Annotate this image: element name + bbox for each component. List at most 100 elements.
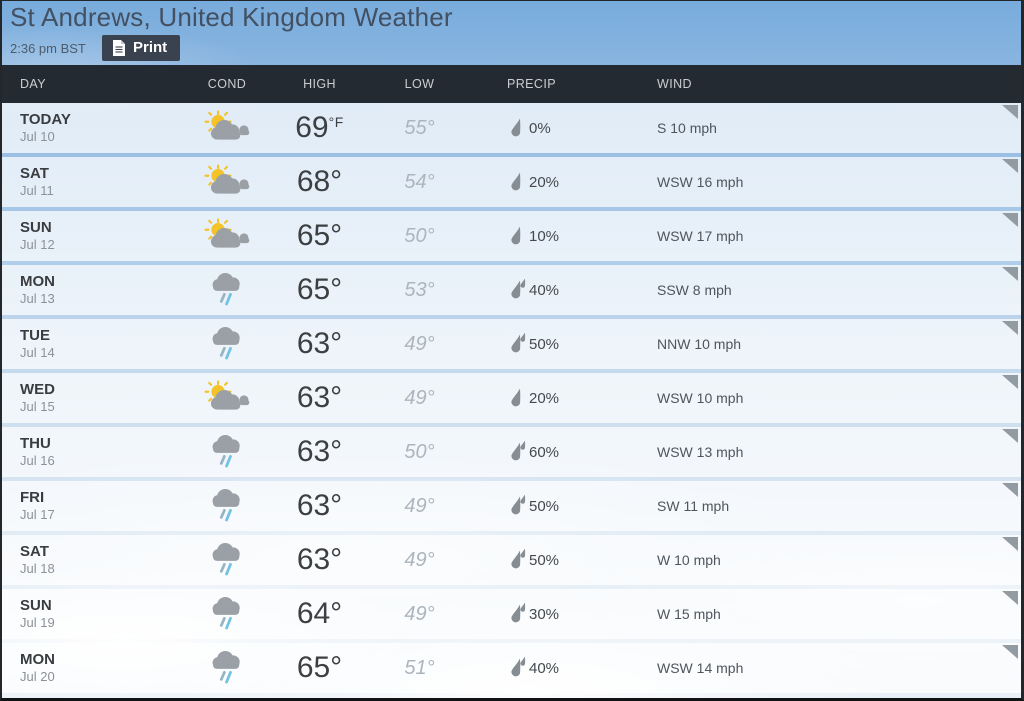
col-header-high: HIGH <box>303 77 336 91</box>
precip-value: 10% <box>529 227 560 245</box>
day-name: SAT <box>20 543 49 560</box>
rain-cloud-icon <box>206 484 248 528</box>
wind-value: WSW 14 mph <box>657 660 744 676</box>
expand-corner-triangle-icon[interactable] <box>1002 267 1018 281</box>
table-row[interactable]: TUE Jul 14 63° 49° 50% NNW 10 mph <box>2 319 1021 369</box>
high-temp: 63° <box>296 381 343 414</box>
day-date: Jul 10 <box>20 129 55 144</box>
table-row[interactable]: FRI Jul 17 63° 49° 50% SW 11 mph <box>2 481 1021 531</box>
raindrop-single-icon <box>507 171 526 193</box>
day-date: Jul 17 <box>20 507 55 522</box>
weather-icon <box>206 443 248 460</box>
expand-corner-triangle-icon[interactable] <box>1002 429 1018 443</box>
weather-icon <box>206 659 248 676</box>
precip-value: 50% <box>529 497 560 515</box>
table-row[interactable]: THU Jul 16 63° 50° 60% WSW 13 mph <box>2 427 1021 477</box>
wind-value: WSW 16 mph <box>657 174 744 190</box>
raindrop-icon <box>507 603 526 625</box>
sun-behind-cloud-icon <box>202 109 252 147</box>
day-name: SAT <box>20 165 49 182</box>
rain-cloud-icon <box>206 430 248 474</box>
high-temp: 69°F <box>295 111 344 144</box>
table-row[interactable]: WED Jul 15 63° 49° 20% WSW 10 mph <box>2 373 1021 423</box>
raindrop-icon <box>507 549 526 571</box>
low-temp: 49° <box>404 494 435 517</box>
raindrop-icon <box>507 441 526 463</box>
table-row[interactable]: MON Jul 13 65° 53° 40% SSW 8 mph <box>2 265 1021 315</box>
high-temp: 65° <box>296 273 343 306</box>
raindrop-icon <box>507 657 526 679</box>
day-date: Jul 12 <box>20 237 55 252</box>
low-temp: 55° <box>404 116 435 139</box>
day-name: SUN <box>20 219 52 236</box>
raindrop-icon <box>507 387 526 409</box>
weather-icon <box>202 227 252 244</box>
table-row[interactable]: SUN Jul 19 64° 49° 30% W 15 mph <box>2 589 1021 639</box>
raindrop-icon <box>507 495 526 517</box>
day-name: MON <box>20 651 55 668</box>
high-temp: 63° <box>296 435 343 468</box>
expand-corner-triangle-icon[interactable] <box>1002 321 1018 335</box>
raindrop-single-icon <box>507 387 526 409</box>
sun-behind-cloud-icon <box>202 217 252 255</box>
day-name: TODAY <box>20 111 71 128</box>
wind-value: WSW 17 mph <box>657 228 744 244</box>
expand-corner-triangle-icon[interactable] <box>1002 537 1018 551</box>
raindrop-double-icon <box>507 279 526 301</box>
wind-value: WSW 13 mph <box>657 444 744 460</box>
weather-icon <box>206 281 248 298</box>
wind-value: W 10 mph <box>657 552 721 568</box>
document-icon <box>112 40 126 56</box>
col-header-low: LOW <box>404 77 435 91</box>
day-name: WED <box>20 381 55 398</box>
weather-icon <box>206 335 248 352</box>
high-temp: 65° <box>296 219 343 252</box>
weather-icon <box>206 605 248 622</box>
table-row[interactable]: SAT Jul 11 68° 54° 20% WSW 16 mph <box>2 157 1021 207</box>
table-row[interactable]: TODAY Jul 10 69°F 55° 0% S 10 mph <box>2 103 1021 153</box>
raindrop-icon <box>507 117 526 139</box>
rain-cloud-icon <box>206 592 248 636</box>
raindrop-single-icon <box>507 117 526 139</box>
high-temp: 64° <box>296 597 343 630</box>
low-temp: 50° <box>404 224 435 247</box>
wind-value: S 10 mph <box>657 120 717 136</box>
precip-value: 20% <box>529 173 560 191</box>
day-name: THU <box>20 435 51 452</box>
col-header-day: DAY <box>20 77 46 91</box>
expand-corner-triangle-icon[interactable] <box>1002 213 1018 227</box>
raindrop-double-icon <box>507 441 526 463</box>
wind-value: W 15 mph <box>657 606 721 622</box>
table-row[interactable]: SUN Jul 12 65° 50° 10% WSW 17 mph <box>2 211 1021 261</box>
precip-value: 0% <box>529 119 551 137</box>
print-button-label: Print <box>133 39 168 56</box>
precip-value: 60% <box>529 443 560 461</box>
expand-corner-triangle-icon[interactable] <box>1002 591 1018 605</box>
col-header-precip: PRECIP <box>507 77 556 91</box>
sun-behind-cloud-icon <box>202 163 252 201</box>
table-row[interactable]: SAT Jul 18 63° 49° 50% W 10 mph <box>2 535 1021 585</box>
expand-corner-triangle-icon[interactable] <box>1002 645 1018 659</box>
wind-value: SSW 8 mph <box>657 282 732 298</box>
precip-value: 50% <box>529 335 560 353</box>
expand-corner-triangle-icon[interactable] <box>1002 159 1018 173</box>
day-date: Jul 19 <box>20 615 55 630</box>
expand-corner-triangle-icon[interactable] <box>1002 105 1018 119</box>
expand-corner-triangle-icon[interactable] <box>1002 375 1018 389</box>
day-date: Jul 14 <box>20 345 55 360</box>
weather-icon <box>202 119 252 136</box>
high-temp: 63° <box>296 327 343 360</box>
day-date: Jul 13 <box>20 291 55 306</box>
rain-cloud-icon <box>206 322 248 366</box>
table-row[interactable]: MON Jul 20 65° 51° 40% WSW 14 mph <box>2 643 1021 693</box>
day-date: Jul 11 <box>20 183 54 198</box>
expand-corner-triangle-icon[interactable] <box>1002 483 1018 497</box>
raindrop-icon <box>507 225 526 247</box>
low-temp: 53° <box>404 278 435 301</box>
print-button[interactable]: Print <box>102 35 181 61</box>
raindrop-double-icon <box>507 603 526 625</box>
day-name: SUN <box>20 597 52 614</box>
wind-value: NNW 10 mph <box>657 336 742 352</box>
forecast-list: TODAY Jul 10 69°F 55° 0% S 10 mph SAT Jul … <box>2 103 1021 693</box>
